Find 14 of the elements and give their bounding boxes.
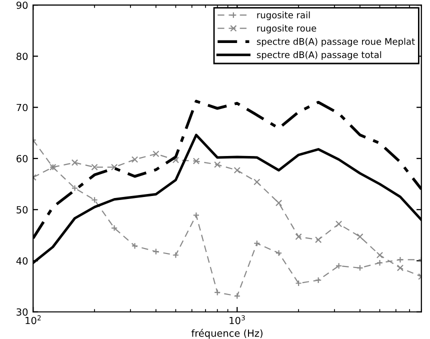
legend-label: spectre dB(A) passage roue Meplat — [256, 38, 415, 47]
x-axis-title: fréquence (Hz) — [191, 328, 262, 339]
y-tick-label: 40 — [16, 257, 28, 265]
x-tick-label: 10$^{3}$ — [230, 315, 245, 324]
x-tick-label: 10$^{2}$ — [26, 315, 41, 324]
y-tick-label: 50 — [16, 206, 28, 214]
legend-label: spectre dB(A) passage total — [256, 51, 382, 60]
y-tick-label: 70 — [16, 104, 28, 112]
y-tick-label: 30 — [16, 308, 28, 316]
legend-label: rugosite roue — [257, 24, 316, 34]
y-tick-label: 80 — [16, 52, 28, 60]
y-tick-label: 60 — [16, 154, 28, 162]
legend-label: rugosite rail — [257, 11, 310, 20]
y-tick-label: 90 — [16, 2, 28, 9]
